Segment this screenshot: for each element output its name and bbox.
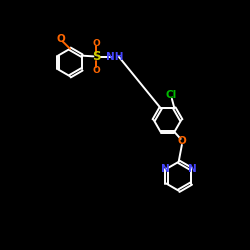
Text: NH: NH — [106, 52, 123, 62]
Text: O: O — [92, 66, 100, 75]
Text: O: O — [56, 34, 65, 44]
Text: O: O — [92, 39, 100, 48]
Text: Cl: Cl — [165, 90, 176, 100]
Text: O: O — [178, 136, 186, 146]
Text: S: S — [92, 50, 101, 63]
Text: N: N — [188, 164, 197, 174]
Text: N: N — [160, 164, 169, 174]
